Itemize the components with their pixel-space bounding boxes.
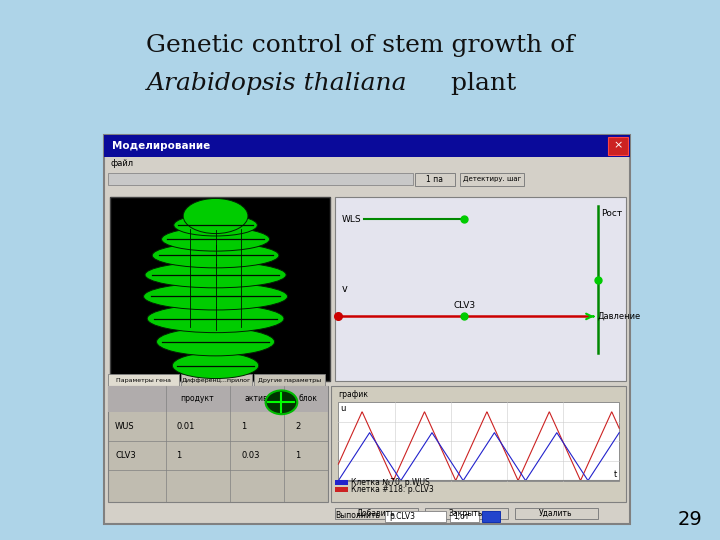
Text: Закрыть: Закрыть	[449, 509, 483, 518]
Text: блок: блок	[299, 394, 318, 403]
Text: 0.03: 0.03	[241, 451, 260, 460]
Text: Выполнить: Выполнить	[335, 511, 379, 520]
Text: Arabidopsis thaliana: Arabidopsis thaliana	[147, 72, 408, 95]
Text: CLV3: CLV3	[115, 451, 136, 460]
Text: WLS: WLS	[342, 214, 361, 224]
Text: 1: 1	[241, 422, 246, 431]
FancyBboxPatch shape	[104, 135, 630, 524]
Bar	[108, 173, 413, 185]
Ellipse shape	[183, 198, 248, 233]
Text: Параметры гена: Параметры гена	[116, 377, 171, 383]
Ellipse shape	[172, 353, 258, 379]
Bar	[335, 508, 418, 519]
Text: график: график	[338, 390, 369, 400]
Text: активность: активность	[245, 394, 291, 403]
Text: Удалить: Удалить	[539, 509, 572, 518]
Text: 1: 1	[176, 451, 181, 460]
Text: Клетка №70: p.WUS: Клетка №70: p.WUS	[351, 478, 429, 487]
Text: p.CLV3: p.CLV3	[389, 512, 415, 521]
Text: WUS: WUS	[115, 422, 135, 431]
Bar	[254, 374, 325, 386]
Bar	[459, 173, 524, 186]
Text: продукт: продукт	[180, 394, 214, 403]
Bar	[181, 374, 252, 386]
Bar	[110, 197, 330, 381]
Ellipse shape	[147, 305, 284, 333]
Text: Давление: Давление	[598, 312, 641, 321]
Text: Добавить: Добавить	[356, 509, 395, 518]
Bar	[450, 511, 479, 522]
Bar	[108, 374, 179, 386]
Text: 29: 29	[678, 510, 702, 529]
Text: u: u	[341, 404, 346, 413]
Bar	[335, 197, 626, 381]
Bar	[425, 508, 508, 519]
Text: Клетка #118: p.CLV3: Клетка #118: p.CLV3	[351, 485, 433, 494]
Text: 0.01: 0.01	[176, 422, 195, 431]
Text: файл: файл	[110, 159, 133, 168]
Bar	[385, 511, 446, 522]
Text: 1,от: 1,от	[454, 512, 470, 521]
Ellipse shape	[156, 328, 274, 356]
Text: v: v	[342, 284, 348, 294]
Text: 2: 2	[295, 422, 300, 431]
FancyBboxPatch shape	[608, 137, 628, 155]
Bar	[482, 511, 500, 522]
Bar	[515, 508, 598, 519]
Text: Другие параметры: Другие параметры	[258, 377, 322, 383]
Bar	[108, 386, 328, 502]
Text: Genetic control of stem growth of: Genetic control of stem growth of	[145, 35, 575, 57]
Text: Детектиру. шаг: Детектиру. шаг	[463, 176, 521, 183]
FancyBboxPatch shape	[104, 135, 630, 157]
Circle shape	[266, 390, 297, 414]
Bar	[335, 487, 348, 492]
Bar	[335, 480, 348, 485]
Bar	[415, 173, 454, 186]
Text: t: t	[613, 470, 617, 479]
Text: ×: ×	[613, 141, 623, 151]
Text: 1: 1	[295, 451, 300, 460]
Bar	[331, 386, 626, 502]
Ellipse shape	[143, 283, 287, 310]
Text: 1 па: 1 па	[426, 175, 443, 184]
Ellipse shape	[152, 243, 279, 268]
Text: Дифференц...прилог: Дифференц...прилог	[182, 377, 251, 383]
Text: Моделирование: Моделирование	[112, 141, 210, 151]
Bar	[108, 386, 328, 411]
Ellipse shape	[161, 227, 269, 251]
Text: plant: plant	[443, 72, 516, 95]
Ellipse shape	[174, 214, 257, 236]
Text: Рост: Рост	[601, 209, 623, 218]
Text: CLV3: CLV3	[454, 301, 475, 310]
Ellipse shape	[145, 262, 286, 288]
Bar	[338, 402, 619, 481]
